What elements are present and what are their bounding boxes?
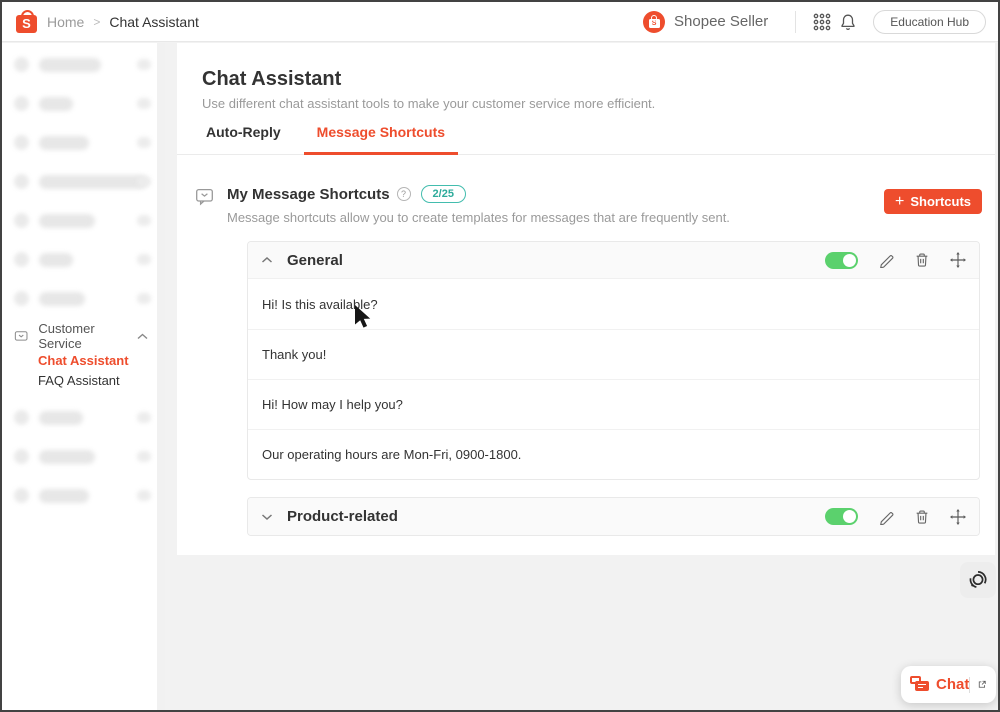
tab-message-shortcuts[interactable]: Message Shortcuts [303, 124, 459, 155]
move-drag-icon[interactable] [950, 508, 966, 525]
group-name: Product-related [287, 508, 398, 525]
page-title: Chat Assistant [202, 68, 342, 90]
breadcrumb-separator: > [93, 14, 101, 29]
chat-widget-label: Chat [936, 676, 970, 693]
group-enabled-toggle[interactable] [825, 508, 858, 525]
sidebar-item-blurred[interactable] [2, 398, 165, 437]
edit-pencil-icon[interactable] [878, 252, 894, 268]
shopee-logo-letter: S [22, 16, 31, 31]
sidebar-item-blurred[interactable] [2, 476, 165, 515]
chevron-down-icon[interactable] [261, 513, 273, 521]
tab-auto-reply[interactable]: Auto-Reply [206, 124, 281, 140]
page-subtitle: Use different chat assistant tools to ma… [202, 96, 656, 111]
headset-icon [969, 571, 987, 588]
support-widget-button[interactable] [960, 562, 996, 598]
tab-bar: Auto-Reply Message Shortcuts [177, 124, 995, 155]
section-description: Message shortcuts allow you to create te… [227, 210, 730, 225]
add-shortcuts-button[interactable]: + Shortcuts [883, 189, 982, 214]
top-bar: S Home > Chat Assistant S Shopee Seller [2, 2, 998, 42]
sidebar-item-blurred[interactable] [2, 162, 165, 201]
add-shortcuts-label: Shortcuts [910, 194, 971, 209]
group-name: General [287, 251, 343, 269]
sidebar-item-faq-assistant[interactable]: FAQ Assistant [38, 372, 120, 388]
shortcut-count-badge: 2/25 [420, 185, 466, 203]
section-title: My Message Shortcuts [227, 185, 390, 203]
delete-trash-icon[interactable] [914, 252, 930, 268]
sidebar-item-blurred[interactable] [2, 84, 165, 123]
chevron-up-icon[interactable] [261, 256, 273, 264]
customer-service-label: Customer Service [38, 321, 95, 351]
plus-icon: + [894, 192, 905, 210]
notifications-bell-icon[interactable] [835, 9, 861, 35]
apps-grid-icon[interactable] [809, 9, 835, 35]
delete-trash-icon[interactable] [914, 509, 930, 525]
education-hub-label: Education Hub [890, 14, 969, 29]
help-icon[interactable]: ? [396, 187, 411, 201]
group-header[interactable]: General [248, 242, 979, 279]
group-enabled-toggle[interactable] [825, 251, 858, 269]
education-hub-button[interactable]: Education Hub [873, 9, 986, 34]
sidebar-item-blurred[interactable] [2, 240, 165, 279]
sidebar-item-chat-assistant[interactable]: Chat Assistant [38, 352, 129, 368]
message-row[interactable]: Thank you! [248, 329, 979, 379]
seller-avatar-icon: S [643, 10, 666, 33]
shortcut-group-general: General [247, 241, 980, 480]
sidebar-item-blurred[interactable] [2, 201, 165, 240]
message-row[interactable]: Our operating hours are Mon-Fri, 0900-18… [248, 429, 979, 479]
popout-icon[interactable] [977, 677, 987, 692]
sidebar-nav: Customer Service Chat Assistant FAQ Assi… [2, 43, 165, 710]
chat-bubble-icon [14, 330, 28, 341]
shortcut-group-product-related: Product-related [247, 497, 980, 536]
move-drag-icon[interactable] [950, 252, 966, 268]
group-message-list: Hi! Is this available? Thank you! Hi! How … [248, 279, 979, 479]
sidebar-item-blurred[interactable] [2, 45, 165, 84]
chat-bubbles-icon [910, 676, 930, 693]
main-content-card: Chat Assistant Use different chat assist… [177, 43, 995, 555]
message-row[interactable]: Hi! Is this available? [262, 296, 378, 312]
account-name: Shopee Seller [674, 13, 769, 30]
breadcrumb-current: Chat Assistant [109, 13, 199, 30]
message-row[interactable]: Hi! How may I help you? [248, 379, 979, 429]
chat-widget-button[interactable]: Chat [901, 666, 996, 703]
sidebar-item-blurred[interactable] [2, 123, 165, 162]
sidebar-item-blurred[interactable] [2, 279, 165, 318]
message-shortcut-icon [196, 188, 213, 206]
account-menu[interactable]: S Shopee Seller [643, 10, 769, 33]
chat-widget-divider [969, 676, 971, 693]
chevron-up-icon [137, 333, 148, 340]
group-header[interactable]: Product-related [248, 498, 979, 535]
breadcrumb-home[interactable]: Home [47, 13, 85, 30]
edit-pencil-icon[interactable] [878, 509, 894, 525]
sidebar-item-customer-service[interactable]: Customer Service [2, 321, 165, 351]
shopee-logo-icon[interactable]: S [16, 9, 37, 33]
sidebar-item-blurred[interactable] [2, 437, 165, 476]
topbar-divider [795, 10, 797, 33]
